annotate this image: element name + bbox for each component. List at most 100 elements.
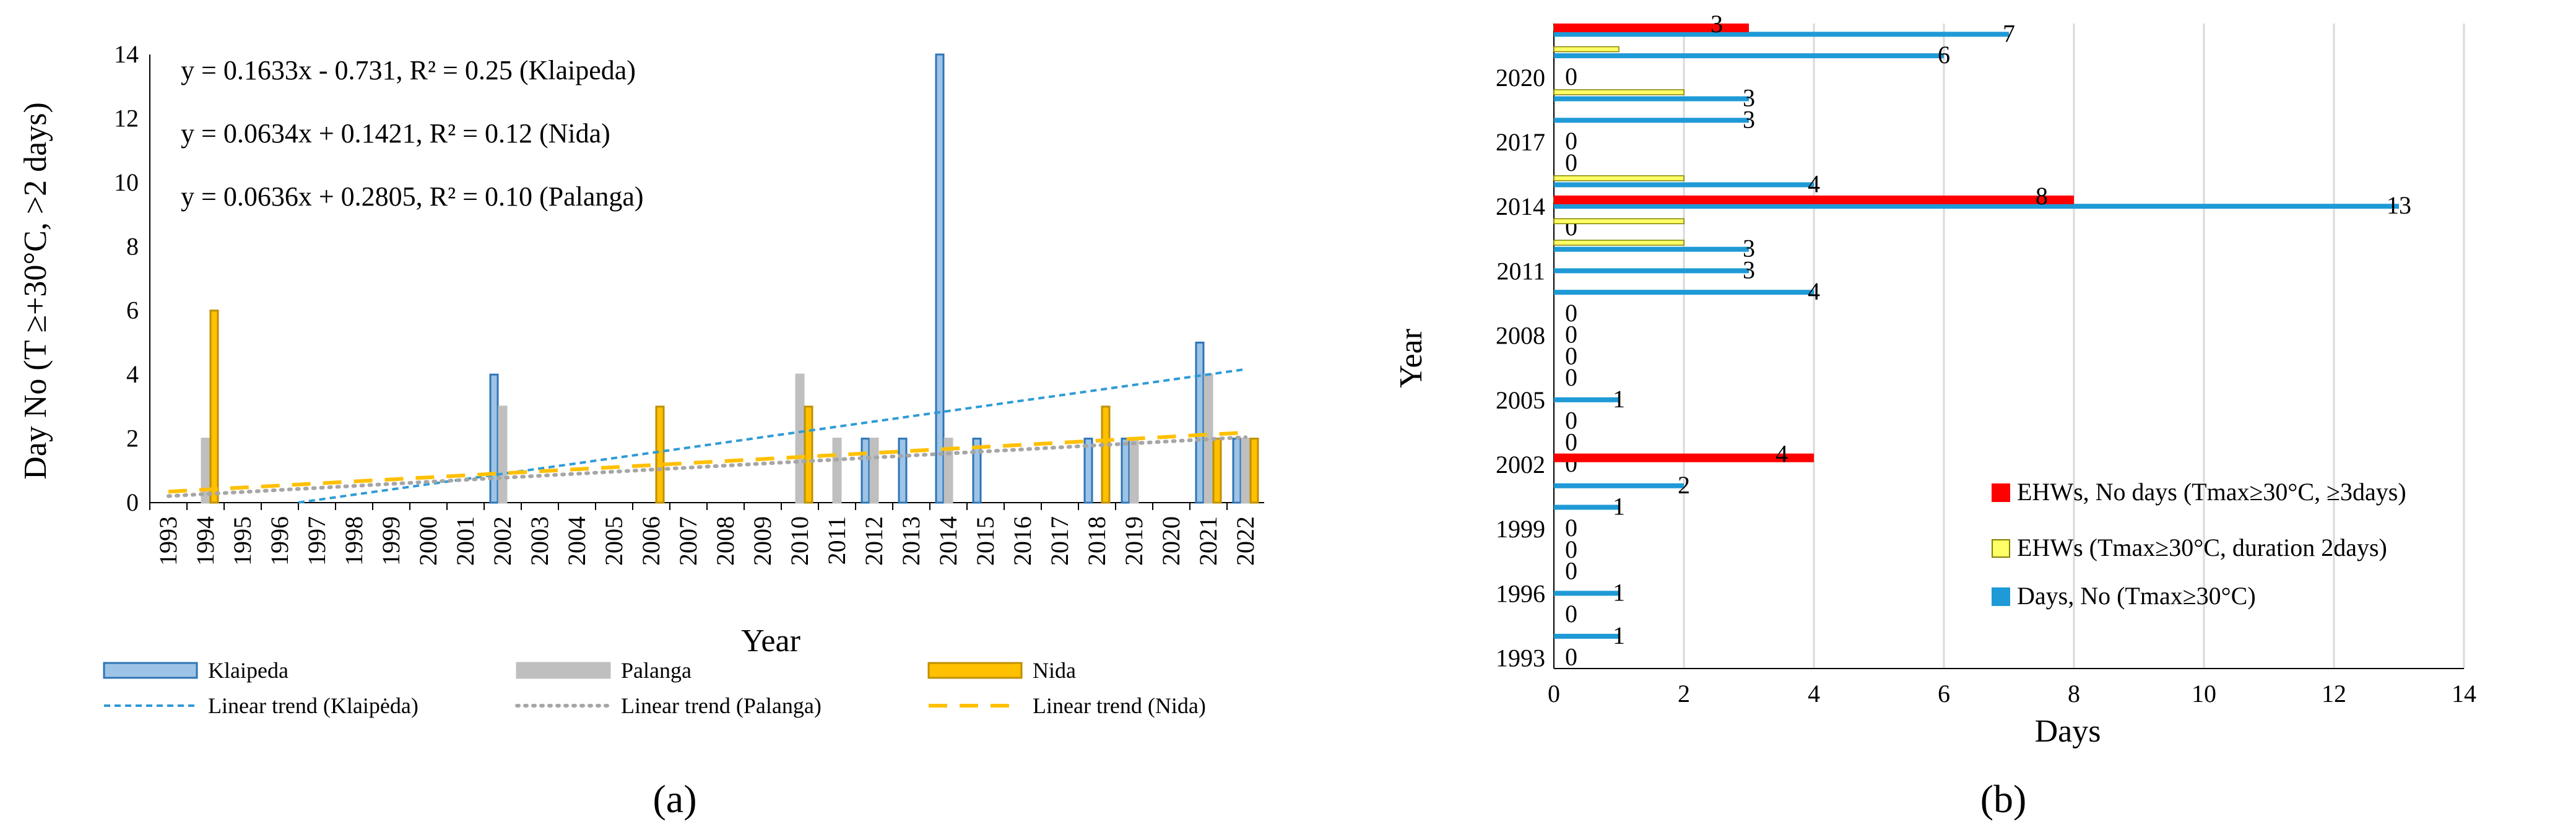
bar-nida-2006 (655, 405, 665, 504)
x-tick-label-a: 2019 (1120, 516, 1148, 566)
x-tick-label-a: 2004 (563, 516, 591, 566)
x-tick-label-a: 2002 (488, 516, 516, 566)
x-tick-label-a: 2005 (600, 516, 628, 566)
x-tick-label-a: 2014 (934, 516, 962, 566)
x-tick-label-a: 2010 (786, 516, 813, 566)
legend-swatch-b (1992, 539, 2010, 558)
y-tick-label-b: 1996 (1496, 579, 1545, 607)
data-label-ehw3-2014: 8 (2036, 182, 2048, 210)
x-tick-label-a: 2018 (1083, 516, 1111, 566)
bar-nida-2018 (1101, 405, 1111, 504)
data-label-days-1997: 0 (1565, 557, 1577, 585)
trend-line-2 (168, 430, 1246, 494)
regression-equation: y = 0.0634x + 0.1421, R² = 0.12 (Nida) (181, 118, 610, 149)
bar-days-2014 (1554, 204, 2399, 209)
x-tick-label-b: 10 (2192, 680, 2216, 708)
data-label-days-2015: 4 (1808, 170, 1820, 198)
data-label-days-2000: 1 (1613, 493, 1625, 521)
bar-palanga-2012 (869, 438, 879, 504)
legend-swatch-a (516, 662, 611, 679)
bar-palanga-2002 (498, 405, 508, 504)
x-tick-label-a: 1997 (303, 516, 331, 566)
bar-days-2005 (1554, 397, 1619, 402)
data-label-days-2020: 0 (1565, 63, 1577, 90)
bar-ehw2-2013 (1553, 218, 1685, 225)
data-label-days-2001: 2 (1678, 471, 1690, 499)
regression-equation: y = 0.0636x + 0.2805, R² = 0.10 (Palanga… (181, 181, 644, 212)
legend-label-a: Nida (1033, 658, 1076, 683)
data-label-days-2006: 0 (1565, 363, 1577, 391)
bar-klaipeda-2018 (1083, 438, 1093, 504)
bar-ehw2-2019 (1553, 89, 1685, 95)
data-label-days-2012: 3 (1743, 235, 1755, 262)
data-label-days-1994: 1 (1613, 621, 1625, 649)
data-label-days-1998: 0 (1565, 535, 1577, 563)
x-tick-label-a: 2001 (451, 516, 479, 566)
x-tick-label-b: 0 (1548, 680, 1560, 708)
y-tick-label-b: 2017 (1496, 128, 1545, 156)
x-axis-title-a: Year (741, 623, 800, 659)
trend-line-1 (167, 435, 1247, 498)
data-label-days-2011: 3 (1743, 256, 1755, 284)
x-tick-label-a: 1996 (266, 516, 293, 566)
data-label-days-2004: 0 (1565, 407, 1577, 435)
data-label-days-2019: 3 (1743, 84, 1755, 112)
data-label-days-2021: 6 (1938, 41, 1950, 69)
legend-swatch-a (927, 662, 1023, 679)
legend-label-a: Klaipeda (208, 658, 288, 683)
bar-ehw2-2012 (1553, 240, 1685, 246)
data-label-days-2014: 13 (2387, 191, 2411, 219)
bar-klaipeda-2012 (861, 438, 870, 504)
data-label-days-2010: 4 (1808, 277, 1820, 305)
data-label-days-2022: 7 (2003, 19, 2015, 47)
x-tick-label-a: 2021 (1194, 516, 1222, 566)
bar-nida-2022 (1249, 438, 1259, 504)
x-tick-label-a: 1998 (340, 516, 368, 566)
legend-label-a: Linear trend (Nida) (1033, 693, 1206, 718)
x-tick-label-a: 2000 (414, 516, 442, 566)
panel-label-a: (a) (653, 777, 696, 821)
y-tick-label-b: 2002 (1496, 451, 1545, 478)
x-tick-label-a: 1994 (191, 516, 219, 566)
y-tick-label-a: 0 (126, 488, 139, 516)
y-tick-label-a: 10 (114, 168, 139, 196)
bar-days-1994 (1554, 633, 1619, 639)
y-tick-label-a: 4 (126, 360, 139, 388)
x-tick-label-a: 2013 (897, 516, 925, 566)
bar-ehw3-2002 (1554, 453, 1814, 462)
bar-ehw2-2015 (1553, 175, 1685, 181)
x-tick-label-b: 6 (1938, 680, 1950, 708)
x-tick-label-a: 2003 (526, 516, 553, 566)
x-tick-label-a: 2017 (1046, 516, 1073, 566)
data-label-days-2017: 0 (1565, 127, 1577, 155)
bar-days-2011 (1554, 268, 1749, 274)
y-tick-label-b: 1999 (1496, 515, 1545, 543)
panel-a-bar-chart: 0 2 4 6 8 10 12 14 1993 1994 1995 1996 1997 1998 1999 2… (18, 40, 1264, 821)
y-tick-label-a: 8 (126, 232, 139, 260)
bar-nida-2021 (1212, 438, 1222, 504)
bar-ehw3-2014 (1554, 195, 2074, 204)
data-label-days-2016: 0 (1565, 149, 1577, 176)
x-tick-label-a: 2012 (860, 516, 888, 566)
x-tick-label-a: 2011 (823, 516, 851, 565)
legend-label-b: EHWs (Tmax≥30°C, duration 2days) (2017, 534, 2387, 561)
bar-nida-2010 (804, 405, 813, 504)
data-label-days-1993: 0 (1565, 643, 1577, 671)
x-tick-label-b: 14 (2452, 680, 2476, 708)
x-tick-label-a: 2008 (711, 516, 739, 566)
legend-label-a: Linear trend (Klaipėda) (208, 693, 418, 718)
bar-klaipeda-2014 (935, 53, 945, 504)
legend-label-a: Palanga (621, 658, 692, 683)
data-label-days-2008: 0 (1565, 321, 1577, 349)
x-tick-label-a: 1993 (154, 516, 182, 566)
bar-days-2018 (1554, 118, 1749, 123)
y-axis-title-b: Year (1394, 329, 1429, 388)
x-tick-label-a: 2009 (748, 516, 776, 566)
y-tick-label-b: 2014 (1496, 193, 1545, 220)
x-tick-label-a: 2015 (971, 516, 999, 566)
x-tick-label-a: 2006 (637, 516, 665, 566)
bar-klaipeda-2013 (898, 438, 908, 504)
bar-palanga-1994 (201, 438, 210, 504)
bar-klaipeda-2015 (972, 438, 982, 504)
